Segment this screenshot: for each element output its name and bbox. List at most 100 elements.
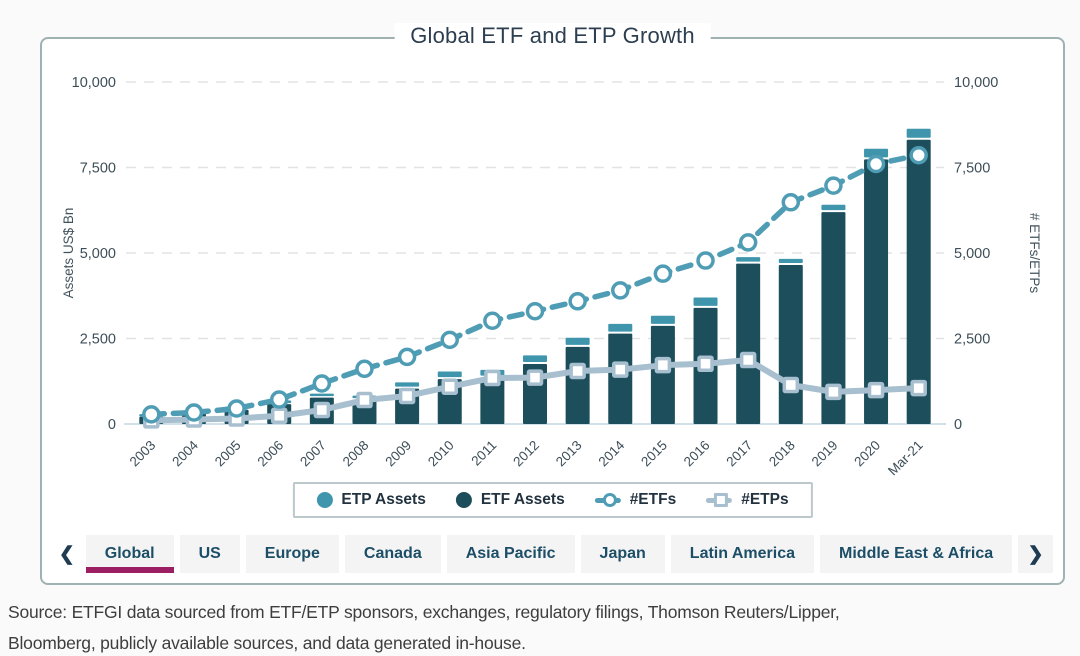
region-tabs: ❮ Global US Europe Canada Asia Pacific J… <box>54 535 1053 573</box>
bar-etf-assets-Mar-21[interactable] <box>906 139 931 424</box>
marker-#ETFs-2013[interactable] <box>568 292 587 311</box>
bar-etp-assets-2014[interactable] <box>608 323 633 332</box>
marker-#ETPs-2019[interactable] <box>825 383 842 401</box>
marker-#ETFs-2018[interactable] <box>781 193 801 212</box>
tab-latin-america[interactable]: Latin America <box>670 535 815 573</box>
marker-#ETFs-2019[interactable] <box>824 176 843 195</box>
marker-#ETFs-2005[interactable] <box>227 399 246 418</box>
bar-etp-assets-2007[interactable] <box>309 393 334 397</box>
x-tick-2006: 2006 <box>254 438 286 470</box>
legend-item-num-etps[interactable]: #ETPs <box>706 491 789 509</box>
marker-#ETPs-2009[interactable] <box>398 387 416 405</box>
etp-assets-dot-icon <box>316 492 333 508</box>
bar-etp-assets-Mar-21[interactable] <box>906 128 931 138</box>
marker-#ETFs-2009[interactable] <box>397 347 417 367</box>
bar-etp-assets-2020[interactable] <box>864 148 889 158</box>
marker-#ETPs-2011[interactable] <box>484 369 501 387</box>
tab-asia-pacific[interactable]: Asia Pacific <box>446 535 575 573</box>
y-left-tick: 7,500 <box>80 161 116 177</box>
x-tick-2009: 2009 <box>382 438 414 470</box>
chart-card: Global ETF and ETP Growth 0 0 2,500 2,500 5,… <box>40 23 1065 585</box>
marker-#ETPs-2007[interactable] <box>313 401 331 419</box>
bar-etf-assets-2019[interactable] <box>821 212 846 424</box>
marker-#ETFs-2015[interactable] <box>653 264 673 283</box>
legend-label: ETF Assets <box>480 491 565 508</box>
marker-#ETPs-2008[interactable] <box>356 391 373 409</box>
marker-#ETFs-2012[interactable] <box>525 301 545 321</box>
marker-#ETFs-2008[interactable] <box>355 359 374 379</box>
chevron-right-icon[interactable]: ❯ <box>1018 535 1053 573</box>
marker-#ETFs-2010[interactable] <box>440 330 459 350</box>
chevron-left-icon[interactable]: ❮ <box>54 535 80 573</box>
marker-#ETPs-2006[interactable] <box>270 407 288 425</box>
tab-middle-east-africa[interactable]: Middle East & Africa <box>820 535 1013 573</box>
legend-label: #ETFs <box>629 491 677 508</box>
tab-us[interactable]: US <box>179 535 240 573</box>
bar-etf-assets-2011[interactable] <box>480 377 505 424</box>
marker-#ETPs-2014[interactable] <box>612 361 629 378</box>
source-line-2: Bloomberg, publicly available sources, a… <box>8 633 526 653</box>
x-tick-2014: 2014 <box>596 437 628 469</box>
bar-etp-assets-2017[interactable] <box>736 257 761 262</box>
marker-#ETPs-Mar-21[interactable] <box>910 379 927 397</box>
etps-line-square-icon <box>706 492 733 508</box>
y-left-tick: 5,000 <box>80 246 116 262</box>
bar-etf-assets-2018[interactable] <box>778 264 803 424</box>
bar-etp-assets-2010[interactable] <box>437 371 462 378</box>
marker-#ETFs-2003[interactable] <box>142 405 161 424</box>
bar-etf-assets-2014[interactable] <box>608 333 633 424</box>
marker-#ETPs-2016[interactable] <box>697 355 714 373</box>
legend-item-etf-assets[interactable]: ETF Assets <box>455 491 565 509</box>
x-tick-2003: 2003 <box>127 438 159 470</box>
tab-japan[interactable]: Japan <box>580 535 665 573</box>
tab-global[interactable]: Global <box>85 535 174 573</box>
y-right-tick: 10,000 <box>954 75 998 91</box>
tab-canada[interactable]: Canada <box>344 535 441 573</box>
x-tick-2015: 2015 <box>638 438 670 470</box>
bar-etf-assets-2013[interactable] <box>565 346 590 424</box>
y-right-axis-title: # ETFs/ETPs <box>1027 213 1042 294</box>
bar-etp-assets-2012[interactable] <box>523 355 547 363</box>
marker-#ETPs-2018[interactable] <box>782 376 800 394</box>
marker-#ETFs-Mar-21[interactable] <box>909 145 928 165</box>
bar-etf-assets-2020[interactable] <box>864 159 889 424</box>
x-tick-2007: 2007 <box>297 438 329 470</box>
bar-etp-assets-2018[interactable] <box>778 258 803 263</box>
y-right-tick: 5,000 <box>954 246 990 262</box>
y-left-tick: 0 <box>108 417 116 433</box>
source-line-1: Source: ETFGI data sourced from ETF/ETP … <box>8 602 840 622</box>
bar-etf-assets-2017[interactable] <box>736 263 761 424</box>
legend-item-num-etfs[interactable]: #ETFs <box>594 491 677 509</box>
marker-#ETFs-2017[interactable] <box>738 233 758 252</box>
y-right-tick: 2,500 <box>954 332 990 348</box>
marker-#ETFs-2006[interactable] <box>269 390 289 409</box>
y-left-tick: 2,500 <box>80 332 116 348</box>
bar-etp-assets-2016[interactable] <box>693 297 718 306</box>
marker-#ETPs-2017[interactable] <box>739 351 757 369</box>
bar-etf-assets-2015[interactable] <box>650 325 675 424</box>
marker-#ETPs-2012[interactable] <box>526 369 544 386</box>
bar-etp-assets-2019[interactable] <box>821 204 846 211</box>
marker-#ETPs-2020[interactable] <box>867 381 885 399</box>
marker-#ETPs-2013[interactable] <box>569 362 586 380</box>
legend-label: #ETPs <box>741 491 789 508</box>
legend-item-etp-assets[interactable]: ETP Assets <box>316 491 426 509</box>
marker-#ETFs-2011[interactable] <box>483 311 502 331</box>
bar-etp-assets-2009[interactable] <box>395 382 420 387</box>
x-tick-2019: 2019 <box>809 438 841 470</box>
marker-#ETPs-2010[interactable] <box>441 378 458 395</box>
bar-etp-assets-2013[interactable] <box>565 337 590 345</box>
marker-#ETFs-2016[interactable] <box>696 251 715 270</box>
marker-#ETPs-2015[interactable] <box>654 356 672 374</box>
marker-#ETFs-2020[interactable] <box>866 154 886 174</box>
marker-#ETFs-2004[interactable] <box>184 403 204 422</box>
y-left-axis-title: Assets US$ Bn <box>61 208 76 299</box>
y-left-tick: 10,000 <box>72 75 116 91</box>
x-tick-2011: 2011 <box>468 438 499 469</box>
marker-#ETFs-2007[interactable] <box>312 374 332 393</box>
etf-etp-growth-chart: 0 0 2,500 2,500 5,000 5,000 7,500 7,500 10,000 10… <box>61 75 1042 478</box>
tab-europe[interactable]: Europe <box>245 535 339 573</box>
marker-#ETFs-2014[interactable] <box>611 281 630 300</box>
bar-etp-assets-2015[interactable] <box>650 315 675 324</box>
